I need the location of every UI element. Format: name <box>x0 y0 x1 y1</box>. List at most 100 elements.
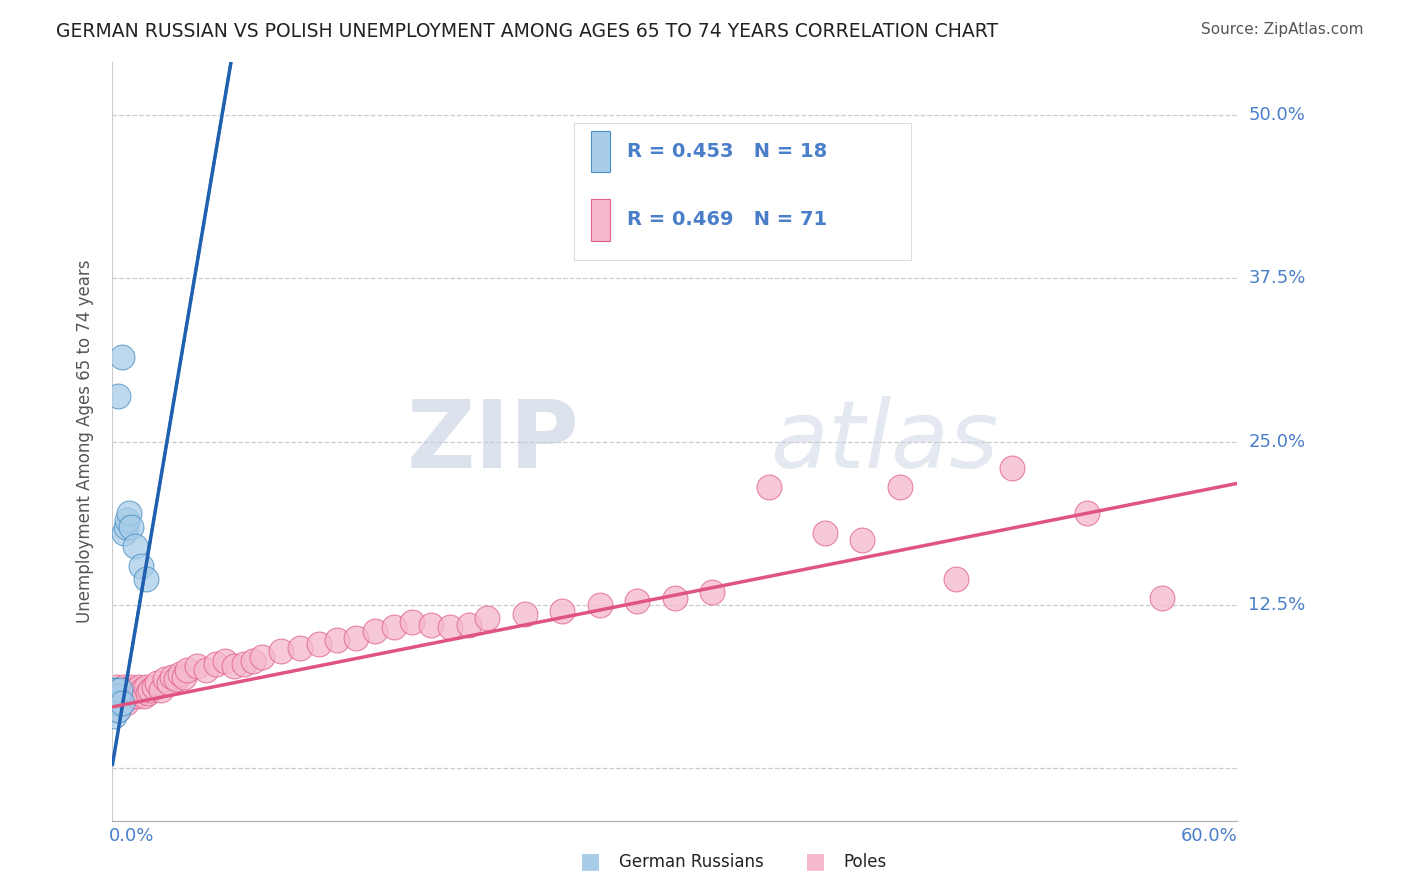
Point <box>288 641 311 656</box>
Text: 60.0%: 60.0% <box>1181 827 1237 846</box>
FancyBboxPatch shape <box>574 123 911 260</box>
Point <box>513 607 536 621</box>
Point <box>105 690 128 704</box>
Point <box>114 696 136 710</box>
Text: 25.0%: 25.0% <box>1249 433 1306 450</box>
Point <box>129 685 152 699</box>
Point <box>1152 591 1174 606</box>
Point <box>111 696 134 710</box>
Point <box>108 685 131 699</box>
Y-axis label: Unemployment Among Ages 65 to 74 years: Unemployment Among Ages 65 to 74 years <box>76 260 94 624</box>
Point <box>124 682 146 697</box>
Point <box>103 709 125 723</box>
Text: Poles: Poles <box>844 853 887 871</box>
Point <box>153 673 176 687</box>
Point <box>120 681 142 695</box>
Point <box>204 657 226 671</box>
Point <box>112 681 135 695</box>
Point <box>114 519 136 533</box>
Point <box>142 681 165 695</box>
Point <box>157 676 180 690</box>
Point <box>420 617 443 632</box>
Point <box>165 673 187 687</box>
Point <box>135 681 157 695</box>
Point <box>107 696 129 710</box>
Point <box>224 659 246 673</box>
Point <box>117 513 139 527</box>
Point <box>232 657 254 671</box>
Point <box>114 685 136 699</box>
Point <box>135 572 157 586</box>
Point <box>103 698 125 713</box>
Point <box>176 663 198 677</box>
Point <box>814 526 837 541</box>
Point <box>173 670 195 684</box>
Point <box>105 681 128 695</box>
Point <box>150 682 173 697</box>
Point <box>945 572 967 586</box>
Point <box>120 519 142 533</box>
Point <box>146 676 169 690</box>
Point <box>118 507 141 521</box>
Point <box>107 702 129 716</box>
Point <box>136 685 159 699</box>
Point <box>457 617 479 632</box>
Point <box>111 682 134 697</box>
Text: German Russians: German Russians <box>619 853 763 871</box>
Point <box>589 598 612 612</box>
Point <box>108 693 131 707</box>
Point <box>242 654 264 668</box>
Point <box>889 480 911 494</box>
Point <box>477 611 499 625</box>
Point <box>131 682 153 697</box>
Text: 37.5%: 37.5% <box>1249 269 1306 287</box>
Text: 0.0%: 0.0% <box>108 827 155 846</box>
Bar <box>591 199 610 241</box>
Point <box>758 480 780 494</box>
Point <box>169 667 191 681</box>
Text: R = 0.453   N = 18: R = 0.453 N = 18 <box>627 142 827 161</box>
Text: GERMAN RUSSIAN VS POLISH UNEMPLOYMENT AMONG AGES 65 TO 74 YEARS CORRELATION CHAR: GERMAN RUSSIAN VS POLISH UNEMPLOYMENT AM… <box>56 22 998 41</box>
Text: atlas: atlas <box>770 396 998 487</box>
Text: ZIP: ZIP <box>406 395 579 488</box>
Point <box>364 624 387 639</box>
Text: 12.5%: 12.5% <box>1249 596 1306 614</box>
Point <box>125 690 148 704</box>
Text: ■: ■ <box>806 851 825 871</box>
Point <box>108 682 131 697</box>
Bar <box>591 130 610 172</box>
Point <box>107 389 129 403</box>
Point <box>664 591 686 606</box>
Point <box>105 693 128 707</box>
Point <box>439 620 461 634</box>
Point <box>626 594 648 608</box>
Point <box>105 682 128 697</box>
Text: 50.0%: 50.0% <box>1249 106 1305 124</box>
Point <box>103 685 125 699</box>
Point <box>112 690 135 704</box>
Point <box>195 663 218 677</box>
Point <box>117 682 139 697</box>
Point <box>122 690 145 704</box>
Point <box>344 631 367 645</box>
Point <box>1001 460 1024 475</box>
Point <box>186 659 208 673</box>
Point <box>111 350 134 364</box>
Point <box>129 558 152 573</box>
Point <box>1076 507 1098 521</box>
Point <box>702 585 724 599</box>
Point <box>139 682 162 697</box>
Point <box>118 685 141 699</box>
Point <box>270 643 292 657</box>
Point <box>252 650 274 665</box>
Text: R = 0.469   N = 71: R = 0.469 N = 71 <box>627 210 827 229</box>
Point <box>103 682 125 697</box>
Text: ■: ■ <box>581 851 600 871</box>
Point <box>162 670 184 684</box>
Text: Source: ZipAtlas.com: Source: ZipAtlas.com <box>1201 22 1364 37</box>
Point <box>134 690 156 704</box>
Point <box>308 637 330 651</box>
Point <box>128 681 150 695</box>
Point <box>851 533 873 547</box>
Point <box>107 702 129 716</box>
